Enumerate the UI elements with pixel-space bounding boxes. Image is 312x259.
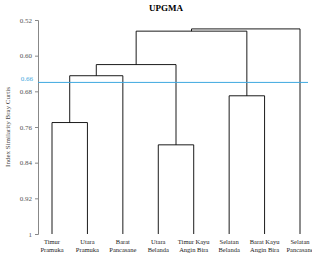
- cut-line-label: 0.66: [21, 75, 34, 83]
- merge-link: [96, 65, 176, 145]
- y-tick-mark: [35, 127, 38, 128]
- y-tick: 0.76: [20, 124, 38, 132]
- y-tick-mark: [35, 234, 38, 235]
- leaf-label: Timur KayuAngin Bira: [178, 238, 210, 253]
- leaf-label: Barat KayuAngin Bira: [250, 238, 281, 253]
- y-tick-mark: [35, 20, 38, 21]
- cut-line: [38, 82, 308, 83]
- merge-link: [158, 145, 193, 234]
- y-tick-label: 0.60: [20, 52, 33, 60]
- dendrogram-chart: UPGMA 0.52 0.60 0.68 0.76 0.84 0.92 1 Index Simi…: [0, 0, 312, 259]
- merge-link: [70, 76, 123, 234]
- merge-link: [229, 96, 264, 234]
- y-tick-label: 0.52: [20, 17, 33, 25]
- merge-link: [136, 31, 247, 96]
- y-tick: 1: [29, 231, 39, 239]
- y-tick-mark: [35, 163, 38, 164]
- y-tick: 0.68: [20, 88, 38, 96]
- y-tick: 0.52: [20, 17, 38, 25]
- y-tick-label: 0.92: [20, 195, 33, 203]
- y-axis: 0.52 0.60 0.68 0.76 0.84 0.92 1: [20, 17, 39, 239]
- leaf-label: SelatanPancasane: [286, 238, 312, 253]
- leaf-label: UtaraBelanda: [148, 238, 169, 253]
- y-tick: 0.92: [20, 195, 38, 203]
- y-tick-label: 1: [29, 231, 33, 239]
- y-axis-title: Index Similarity Bray Curtis: [4, 87, 12, 167]
- merge-link: [192, 29, 301, 234]
- chart-title: UPGMA: [149, 3, 183, 13]
- merge-link: [52, 123, 87, 234]
- y-axis-line: [35, 21, 39, 235]
- y-tick-label: 0.68: [20, 88, 33, 96]
- y-tick-mark: [35, 91, 38, 92]
- y-tick: 0.84: [20, 159, 38, 167]
- dendrogram-links: [38, 29, 308, 234]
- y-tick-mark: [35, 198, 38, 199]
- y-tick-mark: [35, 56, 38, 57]
- leaf-label: BaratPancasane: [109, 238, 136, 253]
- y-tick-label: 0.76: [20, 124, 33, 132]
- chart-container: UPGMA 0.52 0.60 0.68 0.76 0.84 0.92 1 Index Simi…: [0, 0, 312, 259]
- leaf-label: UtaraPramuka: [76, 238, 99, 253]
- y-tick: 0.60: [20, 52, 38, 60]
- leaf-label: SelatanBelanda: [218, 238, 239, 253]
- y-tick-label: 0.84: [20, 159, 33, 167]
- leaf-label: TimurPramuka: [40, 238, 63, 253]
